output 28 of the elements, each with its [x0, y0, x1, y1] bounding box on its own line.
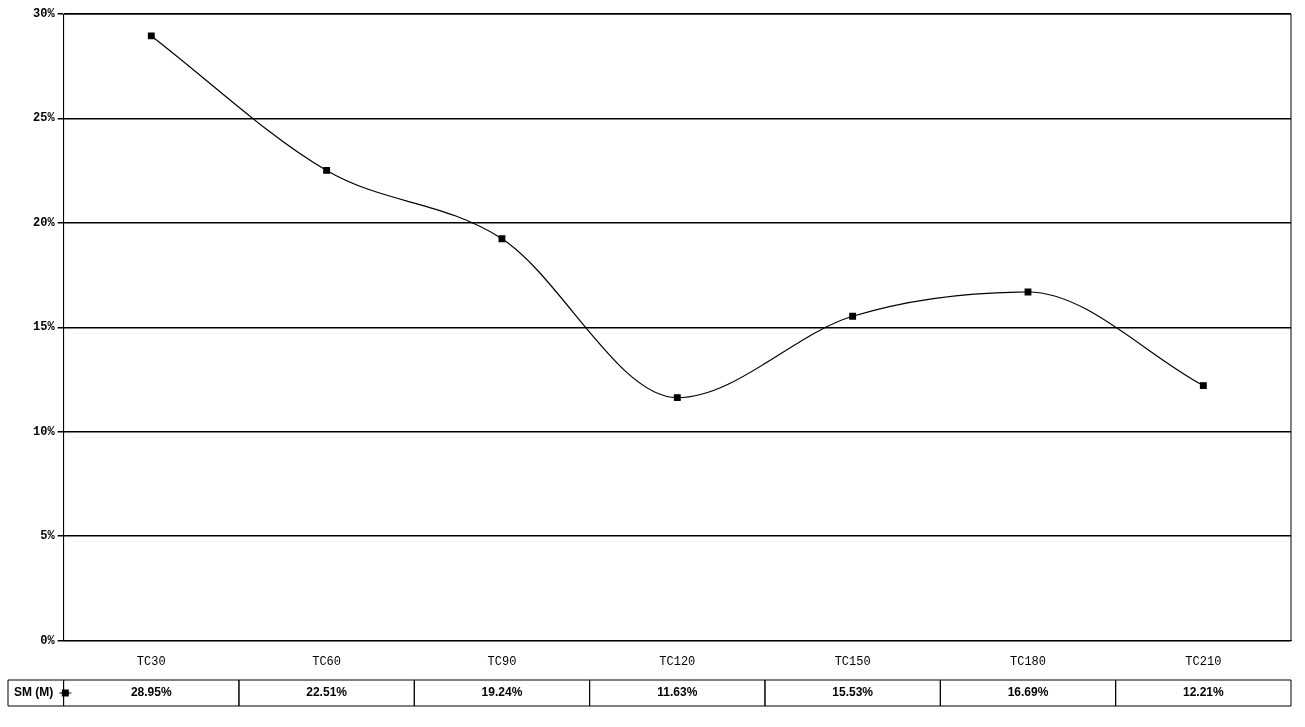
y-tick-label: 25% — [32, 111, 56, 126]
x-tick-label: TC120 — [659, 654, 696, 669]
point — [147, 32, 155, 40]
y-tick-label: 15% — [32, 320, 56, 335]
x-tick-label: TC90 — [487, 654, 517, 669]
y-tick-label: 5% — [40, 529, 56, 544]
data-label: 15.53% — [832, 685, 874, 700]
point — [849, 312, 857, 320]
y-tick-label: 10% — [32, 424, 56, 439]
data-label: 22.51% — [306, 685, 348, 700]
x-tick-label: TC180 — [1009, 654, 1046, 669]
point — [498, 235, 506, 243]
legend-label: SM (M) — [14, 685, 54, 700]
x-tick-label: TC30 — [136, 654, 166, 669]
data-label: 28.95% — [130, 685, 172, 700]
y-tick-label: 20% — [32, 215, 56, 230]
data-label: 19.24% — [481, 685, 523, 700]
data-label: 11.63% — [657, 685, 698, 700]
data-label: 16.69% — [1007, 685, 1049, 700]
x-tick-label: TC60 — [312, 654, 342, 669]
point — [673, 394, 681, 402]
point — [1199, 382, 1207, 389]
x-tick-label: TC150 — [834, 654, 871, 669]
data-label: 12.21% — [1182, 685, 1225, 700]
y-tick-label: 30% — [32, 7, 56, 22]
point — [323, 167, 331, 174]
y-tick-label: 0% — [40, 633, 56, 648]
x-tick-label: TC210 — [1185, 654, 1222, 669]
